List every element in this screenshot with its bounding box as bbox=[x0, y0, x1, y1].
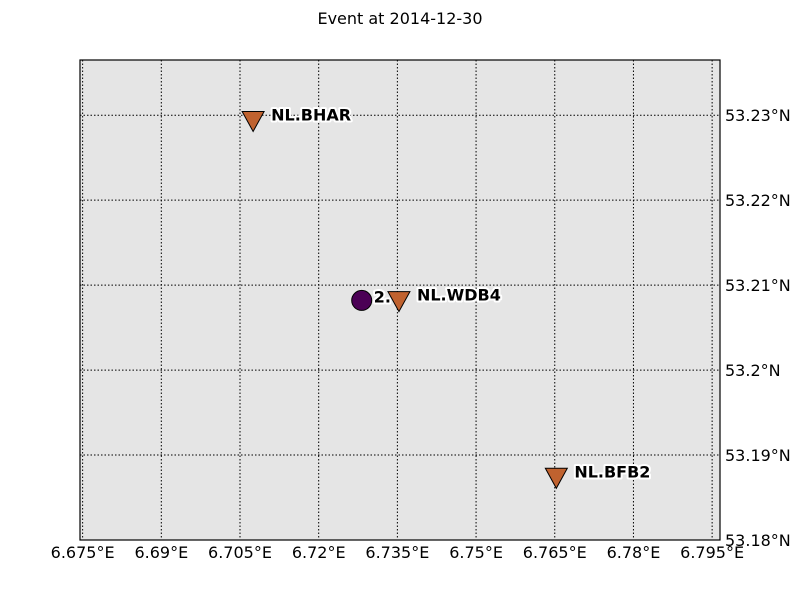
longitude-tick-label: 6.705°E bbox=[208, 543, 272, 562]
latitude-tick-label: 53.2°N bbox=[725, 361, 781, 380]
longitude-tick-label: 6.75°E bbox=[449, 543, 503, 562]
map-frame bbox=[79, 59, 721, 541]
longitude-tick-label: 6.69°E bbox=[134, 543, 188, 562]
latitude-tick-label: 53.18°N bbox=[725, 531, 791, 550]
longitude-tick-label: 6.765°E bbox=[523, 543, 587, 562]
station-label: NL.WDB4 bbox=[417, 286, 501, 305]
station-marker bbox=[387, 291, 411, 313]
station-marker bbox=[241, 110, 265, 133]
longitude-tick-label: 6.72°E bbox=[292, 543, 346, 562]
station-label: NL.BHAR bbox=[271, 105, 351, 124]
longitude-tick-label: 6.735°E bbox=[365, 543, 429, 562]
latitude-tick-label: 53.19°N bbox=[725, 446, 791, 465]
longitude-tick-label: 6.78°E bbox=[607, 543, 661, 562]
event-marker bbox=[351, 289, 373, 311]
latitude-tick-label: 53.23°N bbox=[725, 106, 791, 125]
station-marker bbox=[544, 467, 569, 490]
longitude-ticks: 6.675°E 6.69°E 6.705°E 6.72°E 6.735°E 6.75°E 6… bbox=[51, 543, 744, 562]
longitude-tick-label: 6.675°E bbox=[51, 543, 115, 562]
latitude-tick-label: 53.22°N bbox=[725, 191, 791, 210]
latitude-ticks: 53.18°N 53.19°N 53.2°N 53.21°N 53.22°N 53.23°… bbox=[725, 106, 791, 550]
longitude-tick-label: 6.795°E bbox=[680, 543, 744, 562]
graticule bbox=[80, 60, 720, 541]
map-title: Event at 2014-12-30 bbox=[317, 9, 483, 28]
event-magnitude-label: 2. bbox=[374, 287, 391, 306]
latitude-tick-label: 53.21°N bbox=[725, 276, 791, 295]
station-label: NL.BFB2 bbox=[574, 462, 650, 481]
map-markers: 2. NL.BHAR NL.WDB4 NL.BFB2 bbox=[241, 103, 652, 490]
